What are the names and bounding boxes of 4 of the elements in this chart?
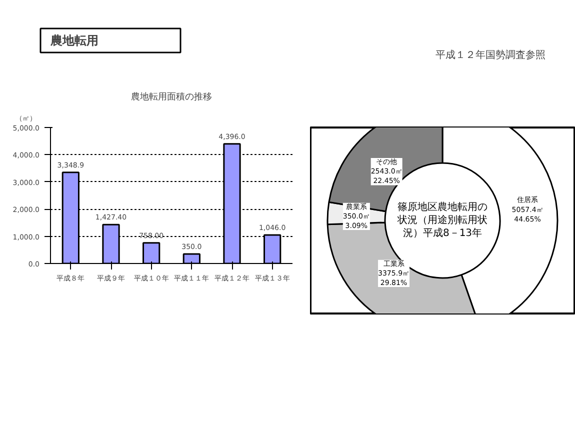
chart-title: 農地転用面積の推移 xyxy=(131,92,212,102)
text: 平成１２年国勢調査参照 xyxy=(436,49,546,61)
text: 篠原地区農地転用の状況（用途別転用状況）平成8－13年 xyxy=(396,200,488,240)
text: 農地転用 xyxy=(50,34,98,48)
